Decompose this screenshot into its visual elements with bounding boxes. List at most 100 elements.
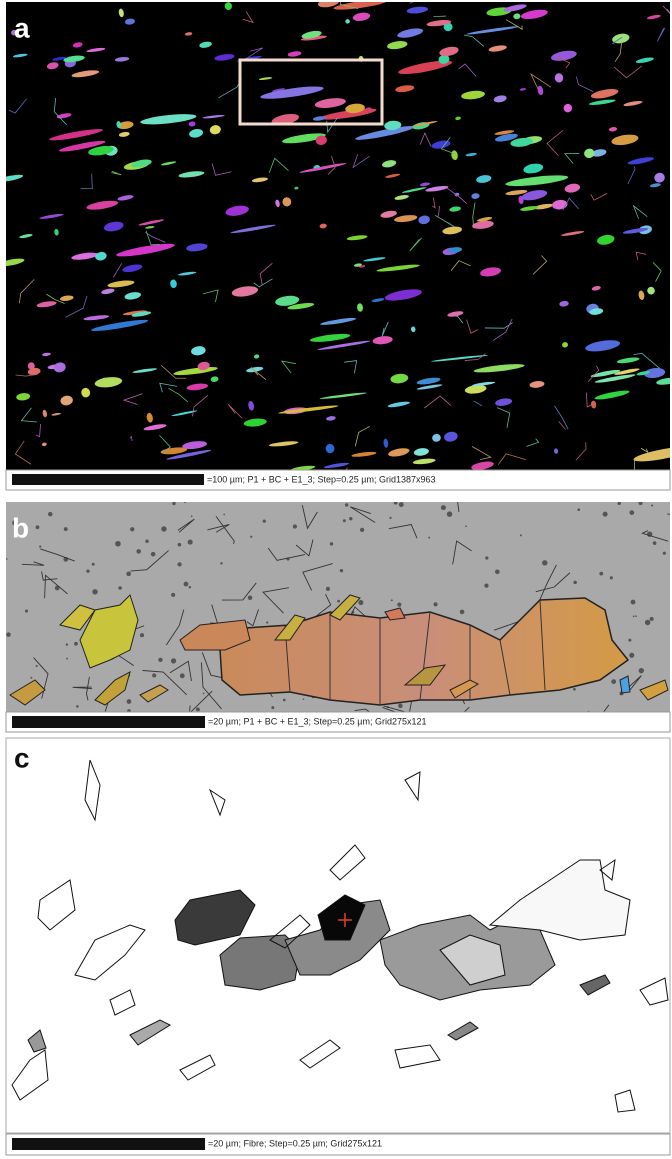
figure: a =100 µm; P1 + BC + E1_3; Step=0.25 µm;… — [0, 0, 672, 1159]
texture — [115, 541, 121, 547]
texture — [520, 534, 522, 536]
texture — [599, 572, 603, 576]
texture — [485, 556, 488, 559]
texture — [663, 552, 666, 555]
scale-bar — [12, 1138, 205, 1150]
texture — [573, 688, 576, 691]
texture — [126, 572, 131, 577]
texture — [171, 593, 175, 597]
texture — [188, 540, 193, 545]
texture — [389, 517, 391, 519]
texture — [447, 511, 452, 516]
texture — [349, 517, 352, 520]
texture — [152, 673, 156, 677]
texture — [433, 602, 437, 606]
texture — [618, 502, 621, 505]
texture — [397, 603, 401, 607]
texture — [172, 502, 175, 505]
texture — [293, 524, 297, 528]
texture — [271, 706, 274, 709]
texture — [603, 512, 608, 517]
texture — [610, 576, 613, 579]
texture — [653, 541, 657, 545]
texture — [635, 615, 637, 617]
texture — [484, 584, 488, 588]
texture — [398, 704, 403, 709]
texture — [495, 569, 500, 574]
texture — [391, 599, 393, 601]
texture — [196, 707, 200, 711]
panel-a-map — [6, 2, 670, 470]
texture — [248, 595, 253, 600]
texture — [39, 546, 41, 548]
texture — [36, 665, 38, 667]
texture — [171, 658, 176, 663]
texture — [118, 586, 122, 590]
texture — [145, 539, 148, 542]
scale-bar — [12, 474, 204, 485]
texture — [48, 512, 53, 517]
texture — [189, 586, 191, 588]
texture — [36, 525, 40, 529]
texture — [127, 699, 132, 704]
texture — [250, 536, 252, 538]
texture — [66, 658, 68, 660]
panel-label: a — [14, 12, 30, 43]
texture — [326, 587, 330, 591]
texture — [92, 563, 95, 566]
texture — [651, 505, 653, 507]
texture — [629, 510, 634, 515]
texture — [465, 525, 467, 527]
caption: =20 µm; P1 + BC + E1_3; Step=0.25 µm; Gr… — [208, 716, 427, 726]
texture — [337, 600, 340, 603]
texture — [66, 643, 68, 645]
texture — [360, 528, 364, 532]
texture — [633, 615, 635, 617]
texture — [64, 527, 68, 531]
texture — [441, 505, 446, 510]
texture — [158, 658, 162, 662]
texture — [611, 679, 616, 684]
texture — [178, 543, 182, 547]
texture — [86, 569, 89, 572]
texture — [542, 560, 547, 565]
texture — [130, 527, 134, 531]
texture — [184, 582, 189, 587]
texture — [6, 632, 10, 636]
texture — [191, 515, 193, 517]
panel-label: c — [14, 742, 30, 773]
texture — [266, 621, 268, 623]
texture — [283, 699, 286, 702]
texture — [180, 673, 185, 678]
texture — [629, 653, 634, 658]
texture — [263, 519, 266, 522]
texture — [577, 508, 580, 511]
texture — [394, 501, 398, 505]
texture — [223, 514, 225, 516]
texture — [177, 562, 181, 566]
texture — [76, 705, 79, 708]
texture — [203, 693, 205, 695]
texture — [631, 600, 636, 605]
texture — [92, 589, 97, 594]
texture — [345, 503, 348, 506]
texture — [343, 519, 346, 522]
texture — [573, 581, 577, 585]
scale-bar — [12, 716, 205, 728]
texture — [460, 610, 465, 615]
texture — [340, 569, 343, 572]
texture — [645, 620, 650, 625]
texture — [650, 617, 654, 621]
texture — [358, 600, 363, 605]
texture — [639, 501, 643, 505]
texture — [220, 562, 222, 564]
texture — [303, 698, 305, 700]
texture — [428, 537, 430, 539]
texture — [136, 549, 141, 554]
panel-label: b — [12, 512, 29, 543]
texture — [628, 639, 631, 642]
texture — [330, 542, 333, 545]
texture — [399, 502, 404, 507]
texture — [151, 552, 156, 557]
texture — [74, 642, 78, 646]
